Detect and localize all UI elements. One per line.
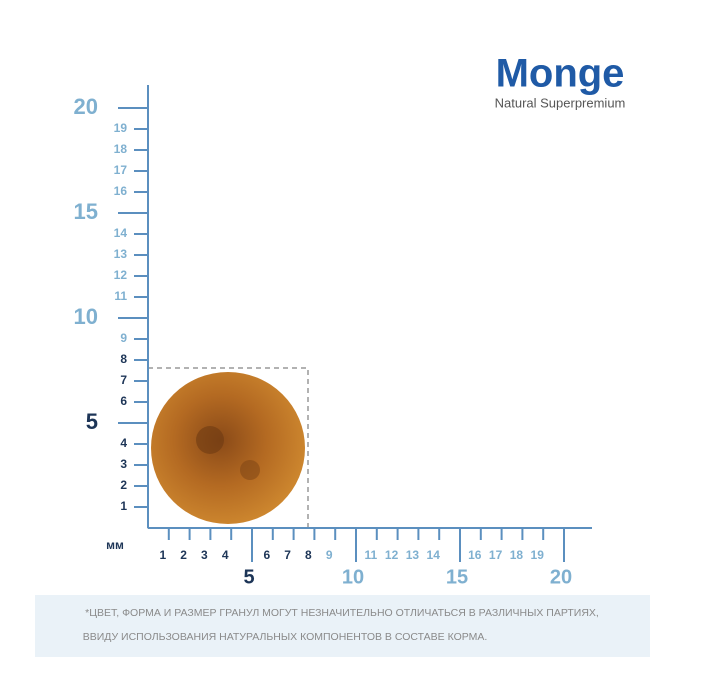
x-tick-label: 17 [489, 548, 503, 562]
x-tick-label: 13 [406, 548, 420, 562]
y-tick-label: 4 [120, 436, 127, 450]
x-tick-label: 11 [364, 548, 377, 562]
x-tick-label: 5 [243, 566, 254, 588]
y-tick-label: 2 [120, 478, 127, 492]
note-line: ВВИДУ ИСПОЛЬЗОВАНИЯ НАТУРАЛЬНЫХ КОМПОНЕН… [83, 631, 488, 643]
brand-name: Monge [496, 52, 625, 96]
y-tick-label: 17 [114, 163, 128, 177]
x-tick-label: 18 [510, 548, 524, 562]
note-line: *ЦВЕТ, ФОРМА И РАЗМЕР ГРАНУЛ МОГУТ НЕЗНА… [85, 607, 599, 619]
y-tick-label: 9 [120, 331, 127, 345]
x-tick-label: 15 [446, 566, 468, 588]
y-tick-label: 11 [114, 289, 127, 303]
x-tick-label: 14 [427, 548, 441, 562]
y-tick-label: 20 [74, 94, 98, 119]
y-tick-label: 10 [74, 304, 98, 329]
x-tick-label: 1 [159, 548, 166, 562]
y-tick-label: 5 [86, 409, 98, 434]
y-tick-label: 14 [114, 226, 128, 240]
y-tick-label: 6 [120, 394, 127, 408]
y-tick-label: 13 [114, 247, 128, 261]
x-tick-label: 19 [531, 548, 545, 562]
note-box [35, 595, 650, 657]
y-tick-label: 7 [120, 373, 127, 387]
x-tick-label: 6 [263, 548, 270, 562]
x-tick-label: 8 [305, 548, 312, 562]
y-tick-label: 15 [74, 199, 98, 224]
y-tick-label: 8 [120, 352, 127, 366]
y-tick-label: 16 [114, 184, 128, 198]
unit-label: мм [106, 538, 124, 552]
x-tick-label: 20 [550, 566, 572, 588]
brand-tagline: Natural Superpremium [495, 95, 626, 110]
x-tick-label: 2 [180, 548, 187, 562]
kibble [151, 372, 305, 524]
y-tick-label: 19 [114, 121, 128, 135]
y-tick-label: 18 [114, 142, 128, 156]
kibble-spot [240, 460, 260, 480]
kibble-spot [196, 426, 224, 454]
y-tick-label: 1 [120, 499, 127, 513]
x-tick-label: 16 [468, 548, 482, 562]
y-tick-label: 3 [120, 457, 127, 471]
x-tick-label: 3 [201, 548, 208, 562]
x-tick-label: 7 [284, 548, 291, 562]
x-tick-label: 10 [342, 566, 364, 588]
x-tick-label: 9 [326, 548, 333, 562]
x-tick-label: 12 [385, 548, 399, 562]
y-tick-label: 12 [114, 268, 128, 282]
x-tick-label: 4 [222, 548, 229, 562]
